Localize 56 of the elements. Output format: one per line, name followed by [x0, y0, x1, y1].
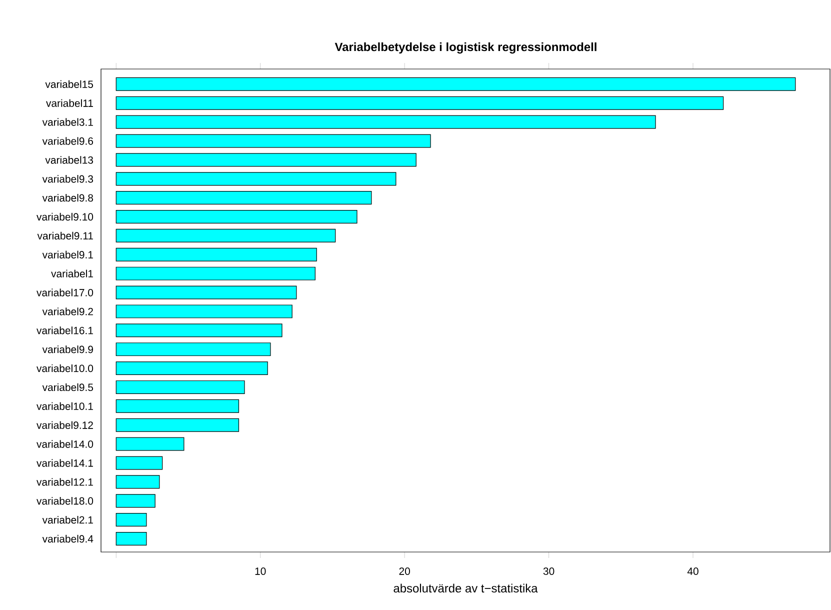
bar: [116, 418, 240, 432]
y-tick-label: variabel11: [46, 99, 93, 107]
y-tick-label: variabel15: [45, 80, 94, 88]
bar: [116, 304, 292, 318]
y-tick-label: variabel9.9: [42, 345, 93, 354]
y-tick-label: variabel13: [45, 156, 94, 164]
bar: [116, 494, 156, 508]
x-tick-label: 30: [543, 568, 554, 575]
y-tick-label: variabel1: [51, 270, 93, 278]
y-tick-label: variabel9.11: [37, 232, 93, 240]
y-tick-label: variabel9.5: [42, 383, 94, 392]
y-tick-label: variabel18.0: [36, 497, 94, 505]
y-tick-label: variabel9.6: [42, 137, 94, 145]
y-tick-label: variabel17.0: [36, 288, 94, 296]
bar: [116, 248, 317, 262]
bar: [116, 456, 163, 470]
x-tick-label: 20: [399, 568, 410, 575]
x-axis-title: absolutvärde av t−statistika: [394, 584, 538, 593]
bar: [116, 380, 245, 394]
bar: [116, 399, 240, 413]
bar: [116, 96, 724, 110]
x-tick-label: 10: [255, 568, 266, 575]
y-tick-label: variabel9.2: [42, 308, 93, 316]
bar: [116, 286, 297, 300]
bar: [116, 513, 147, 527]
y-tick-label: variabel10.0: [36, 364, 94, 372]
bar: [116, 266, 316, 280]
y-tick-label: variabel9.12: [36, 421, 93, 429]
bar: [116, 153, 416, 167]
y-tick-label: variabel14.0: [36, 440, 94, 448]
bar: [116, 532, 147, 546]
bar: [116, 191, 372, 205]
y-tick-label: variabel16.1: [36, 326, 93, 334]
bar: [116, 210, 358, 224]
y-tick-label: variabel9.10: [36, 212, 94, 221]
y-tick-label: variabel9.8: [42, 194, 94, 202]
bar: [116, 475, 160, 489]
y-tick-label: variabel2.1: [42, 516, 93, 524]
bar: [116, 342, 271, 356]
x-tick-label: 40: [687, 568, 698, 575]
y-tick-label: variabel10.1: [36, 402, 93, 410]
y-tick-label: variabel12.1: [36, 478, 93, 486]
bar: [116, 324, 282, 338]
y-tick-label: variabel14.1: [36, 459, 93, 467]
bar: [116, 134, 431, 148]
bar: [116, 172, 396, 186]
y-tick-label: variabel9.1: [42, 250, 93, 258]
y-tick-label: variabel9.4: [42, 534, 94, 543]
bar: [116, 437, 184, 451]
bar: [116, 362, 268, 375]
y-tick-label: variabel3.1: [42, 118, 93, 126]
bar: [116, 115, 656, 129]
y-tick-label: variabel9.3: [42, 175, 94, 183]
bar: [116, 228, 336, 242]
chart-title: Variabelbetydelse i logistisk regressionmodell: [334, 42, 596, 54]
bar: [116, 77, 796, 91]
